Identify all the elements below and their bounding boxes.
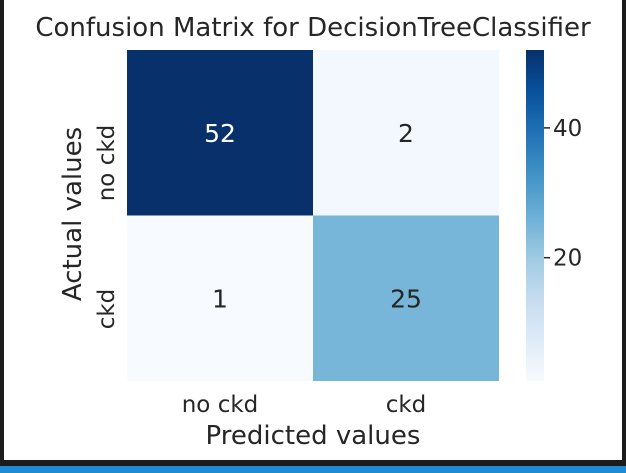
chart-title: Confusion Matrix for DecisionTreeClassif… bbox=[35, 13, 591, 43]
heatmap-cell bbox=[313, 50, 499, 216]
cell-annotations: 52 2 1 25 bbox=[204, 119, 422, 314]
cell-value-label: 1 bbox=[212, 284, 228, 313]
y-axis-label: Actual values bbox=[58, 127, 88, 301]
heatmap-cell bbox=[127, 50, 313, 216]
colorbar bbox=[526, 50, 544, 381]
bottom-accent-bar bbox=[0, 466, 626, 473]
heatmap-cells bbox=[127, 50, 499, 381]
y-tick-label-no-ckd: no ckd bbox=[94, 125, 120, 202]
colorbar-tick-label: 40 bbox=[553, 116, 582, 142]
colorbar-tick-label: 20 bbox=[553, 246, 582, 272]
y-tick-label-ckd: ckd bbox=[94, 289, 120, 330]
x-axis-label: Predicted values bbox=[206, 421, 421, 451]
x-tick-label-no-ckd: no ckd bbox=[182, 392, 259, 418]
figure-canvas: Confusion Matrix for DecisionTreeClassif… bbox=[4, 0, 622, 460]
heatmap-cell bbox=[313, 215, 499, 381]
x-tick-label-ckd: ckd bbox=[386, 392, 427, 418]
confusion-matrix-heatmap: Confusion Matrix for DecisionTreeClassif… bbox=[35, 13, 591, 451]
cell-value-label: 25 bbox=[390, 284, 422, 313]
cell-value-label: 52 bbox=[204, 119, 236, 148]
cell-value-label: 2 bbox=[398, 119, 414, 148]
heatmap-cell bbox=[127, 215, 313, 381]
